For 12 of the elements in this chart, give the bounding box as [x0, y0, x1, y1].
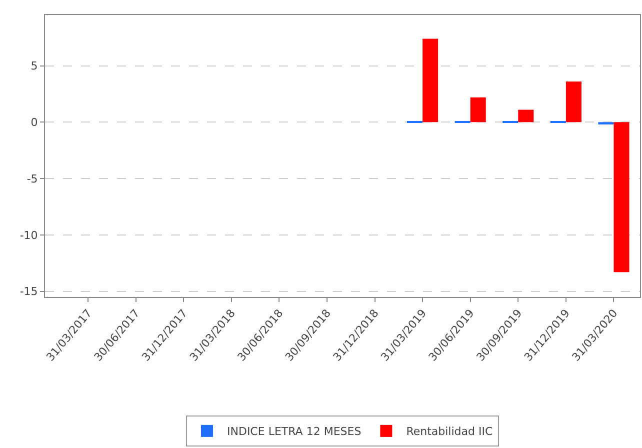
bar: [566, 82, 582, 122]
bar: [470, 97, 486, 122]
y-tick-label: 0: [30, 116, 38, 130]
legend-label: INDICE LETRA 12 MESES: [227, 425, 362, 438]
bar: [614, 122, 630, 272]
y-tick-label: -15: [20, 285, 38, 298]
legend-label: Rentabilidad IIC: [406, 425, 493, 438]
bar: [518, 110, 534, 122]
y-tick-label: -5: [26, 172, 38, 186]
bar: [422, 38, 438, 122]
y-tick-label: -10: [20, 228, 38, 242]
y-tick-label: 5: [30, 60, 38, 73]
